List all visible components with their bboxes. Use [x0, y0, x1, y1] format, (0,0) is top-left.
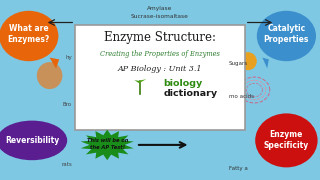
Text: rats: rats: [61, 162, 72, 167]
Text: dictionary: dictionary: [163, 89, 217, 98]
Polygon shape: [81, 130, 134, 160]
Text: What are
Enzymes?: What are Enzymes?: [8, 24, 50, 44]
Text: Enzyme
Specificity: Enzyme Specificity: [264, 130, 309, 150]
Text: hy: hy: [65, 55, 72, 60]
Ellipse shape: [257, 11, 316, 61]
Text: biology: biology: [163, 79, 203, 88]
Ellipse shape: [239, 52, 257, 70]
Text: Bro: Bro: [63, 102, 72, 107]
Text: Creating the Properties of Enzymes: Creating the Properties of Enzymes: [100, 50, 220, 58]
Ellipse shape: [255, 113, 317, 167]
Text: Sucrase-isomaltase: Sucrase-isomaltase: [131, 14, 189, 19]
Text: Fatty a: Fatty a: [229, 166, 248, 171]
Polygon shape: [262, 58, 269, 68]
Text: Sugars: Sugars: [229, 61, 248, 66]
Ellipse shape: [37, 62, 62, 89]
Text: Amylase: Amylase: [147, 6, 173, 11]
Polygon shape: [50, 58, 59, 68]
Text: Reversibility: Reversibility: [5, 136, 59, 145]
Text: Catalytic
Properties: Catalytic Properties: [264, 24, 309, 44]
Text: Enzyme Structure:: Enzyme Structure:: [104, 31, 216, 44]
Ellipse shape: [0, 121, 67, 160]
Text: mo acids: mo acids: [229, 94, 254, 99]
Ellipse shape: [0, 11, 59, 61]
Text: This will be on
the AP Test!: This will be on the AP Test!: [86, 138, 128, 150]
Polygon shape: [140, 79, 146, 83]
FancyBboxPatch shape: [75, 25, 245, 130]
Text: AP Biology : Unit 3.1: AP Biology : Unit 3.1: [118, 65, 202, 73]
Polygon shape: [134, 80, 140, 84]
